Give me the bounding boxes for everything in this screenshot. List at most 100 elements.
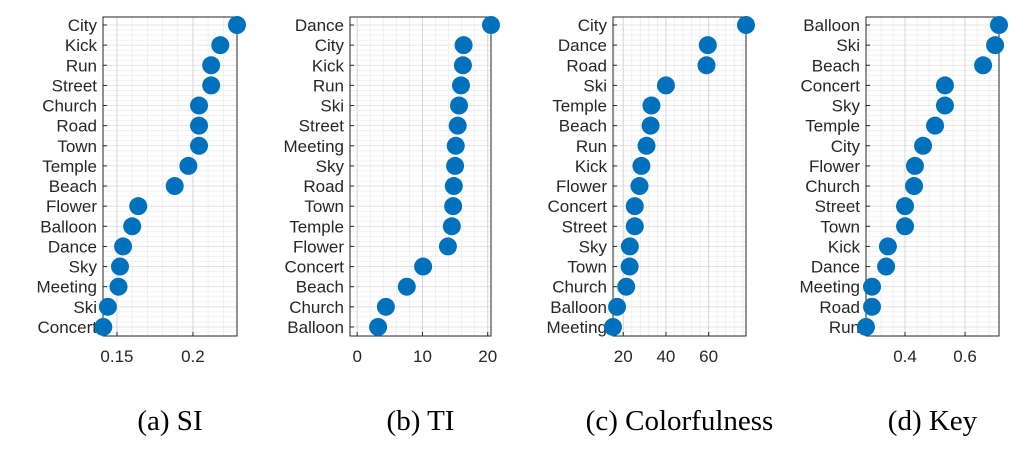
y-tick-label: Street — [52, 76, 98, 95]
y-tick-label: Meeting — [37, 278, 97, 297]
y-tick-label: Church — [552, 278, 607, 297]
y-tick-label: Temple — [552, 97, 607, 116]
data-point-beach — [641, 116, 660, 135]
y-tick-label: Kick — [828, 237, 861, 256]
y-tick-label: Balloon — [550, 298, 607, 317]
y-tick-label: Ski — [583, 76, 607, 95]
data-point-temple — [926, 116, 945, 135]
y-tick-label: Road — [819, 298, 860, 317]
y-tick-label: Sky — [579, 237, 608, 256]
data-point-flower — [905, 156, 924, 175]
x-tick-label: 60 — [699, 347, 718, 366]
data-point-dance — [698, 36, 717, 55]
data-point-church — [905, 177, 924, 196]
y-tick-label: Concert — [37, 318, 97, 337]
y-tick-label: Concert — [547, 197, 607, 216]
y-tick-label: City — [831, 137, 861, 156]
data-point-beach — [397, 277, 416, 296]
axes-box — [612, 16, 747, 337]
data-point-run — [451, 76, 470, 95]
data-point-temple — [642, 96, 661, 115]
y-tick-label: Street — [562, 217, 608, 236]
y-tick-label: City — [315, 36, 345, 55]
data-point-road — [697, 56, 716, 75]
y-tick-label: Church — [289, 298, 344, 317]
y-tick-label: Town — [57, 137, 97, 156]
y-tick-label: Meeting — [284, 137, 344, 156]
data-point-concert — [935, 76, 954, 95]
data-point-balloon — [990, 16, 1008, 34]
y-tick-label: Dance — [295, 16, 344, 35]
y-tick-label: Balloon — [803, 16, 860, 35]
y-tick-label: Kick — [575, 157, 608, 176]
x-tick-label: 0 — [352, 347, 361, 366]
y-tick-label: Road — [56, 117, 97, 136]
y-tick-label: Balloon — [287, 318, 344, 337]
y-tick-label: Run — [66, 56, 97, 75]
y-tick-label: Ski — [836, 36, 860, 55]
data-point-city — [228, 16, 246, 34]
data-point-church — [617, 277, 636, 296]
data-point-balloon — [369, 317, 388, 336]
data-point-run — [202, 56, 221, 75]
data-point-sky — [935, 96, 954, 115]
y-tick-label: Street — [815, 197, 861, 216]
data-point-meeting — [446, 136, 465, 155]
data-point-meeting — [109, 277, 128, 296]
data-point-kick — [211, 36, 230, 55]
x-tick-label: 0.6 — [953, 347, 977, 366]
data-point-concert — [94, 317, 113, 336]
y-tick-label: Flower — [809, 157, 860, 176]
axes-box — [349, 16, 492, 337]
subplot-caption: (a) SI — [137, 405, 202, 437]
y-tick-label: Road — [566, 56, 607, 75]
y-tick-label: City — [68, 16, 98, 35]
y-tick-label: Temple — [805, 117, 860, 136]
y-tick-label: Flower — [293, 237, 344, 256]
x-tick-label: 20 — [614, 347, 633, 366]
y-tick-label: Beach — [559, 117, 607, 136]
y-tick-label: Flower — [556, 177, 607, 196]
x-tick-label: 0.2 — [181, 347, 205, 366]
y-tick-label: Meeting — [547, 318, 607, 337]
data-point-meeting — [604, 317, 622, 336]
y-tick-label: Meeting — [800, 278, 860, 297]
data-point-ski — [656, 76, 675, 95]
data-point-sky — [620, 237, 639, 256]
data-point-church — [190, 96, 209, 115]
x-tick-label: 0.15 — [100, 347, 133, 366]
y-tick-label: Balloon — [40, 217, 97, 236]
subplot-caption: (c) Colorfulness — [586, 405, 774, 437]
y-tick-label: Flower — [46, 197, 97, 216]
data-point-street — [448, 116, 467, 135]
axes-box — [865, 16, 1000, 337]
y-tick-label: Town — [567, 258, 607, 277]
y-tick-label: Church — [42, 97, 97, 116]
data-point-ski — [986, 36, 1005, 55]
data-point-flower — [438, 237, 457, 256]
y-tick-label: Dance — [811, 258, 860, 277]
data-point-ski — [98, 297, 117, 316]
y-tick-label: Beach — [49, 177, 97, 196]
data-point-town — [444, 197, 463, 216]
data-point-balloon — [608, 297, 627, 316]
y-tick-label: Ski — [320, 97, 344, 116]
data-point-town — [190, 136, 209, 155]
data-point-road — [190, 116, 209, 135]
data-point-flower — [630, 177, 649, 196]
y-tick-label: Temple — [42, 157, 97, 176]
subplot-caption: (b) TI — [387, 405, 455, 437]
data-point-ski — [450, 96, 469, 115]
y-tick-label: Sky — [832, 97, 861, 116]
data-point-balloon — [123, 217, 142, 236]
data-point-dance — [114, 237, 133, 256]
data-point-concert — [414, 257, 433, 276]
y-tick-label: Concert — [284, 258, 344, 277]
data-point-temple — [442, 217, 461, 236]
subplot-caption: (d) Key — [888, 405, 978, 437]
data-point-town — [896, 217, 915, 236]
